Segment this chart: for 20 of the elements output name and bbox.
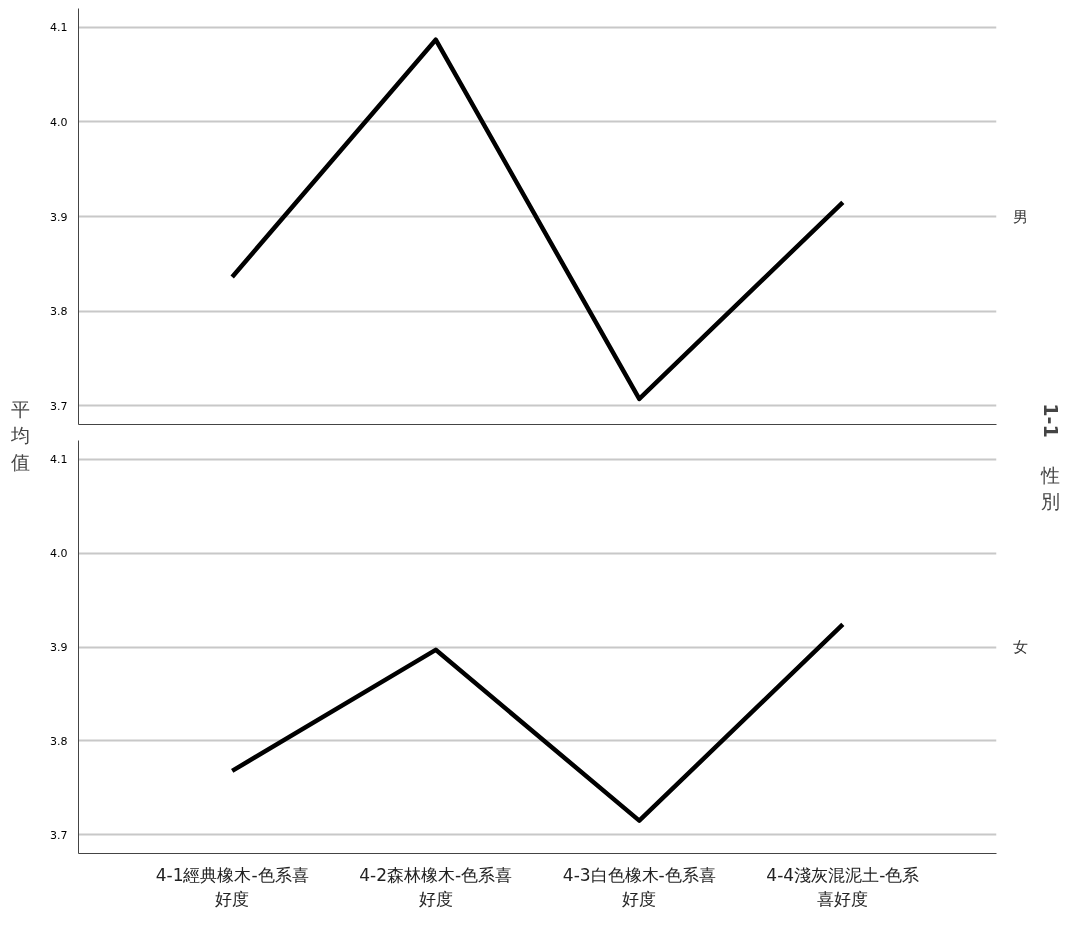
y-tick-label: 4.0 — [50, 115, 68, 129]
y-tick-label: 3.8 — [50, 305, 68, 319]
y-tick-label: 4.1 — [50, 453, 68, 467]
x-tick-label: 4-1經典橡木-色系喜好度 — [155, 864, 309, 909]
line-series — [229, 37, 846, 402]
y-tick-label: 3.9 — [50, 210, 68, 224]
y-tick-label: 4.0 — [50, 547, 68, 561]
x-tick-label: 4-4淺灰混泥土-色系喜好度 — [766, 864, 920, 909]
y-tick-label: 3.9 — [50, 641, 68, 654]
text: 1-1性別 — [1039, 403, 1062, 512]
y-tick-label: 4.1 — [50, 21, 68, 35]
y-tick-label: 3.7 — [50, 399, 68, 413]
text: 男 — [1012, 207, 1028, 226]
y-tick-label: 3.8 — [50, 734, 68, 748]
y-tick-label: 3.7 — [50, 828, 68, 842]
x-tick-label: 4-3白色橡木-色系喜好度 — [562, 864, 716, 909]
text: 女 — [1012, 638, 1028, 656]
line-series — [229, 622, 846, 823]
y-axis-title: 平均值 — [10, 398, 30, 473]
x-tick-label: 4-2森林橡木-色系喜好度 — [359, 864, 513, 909]
